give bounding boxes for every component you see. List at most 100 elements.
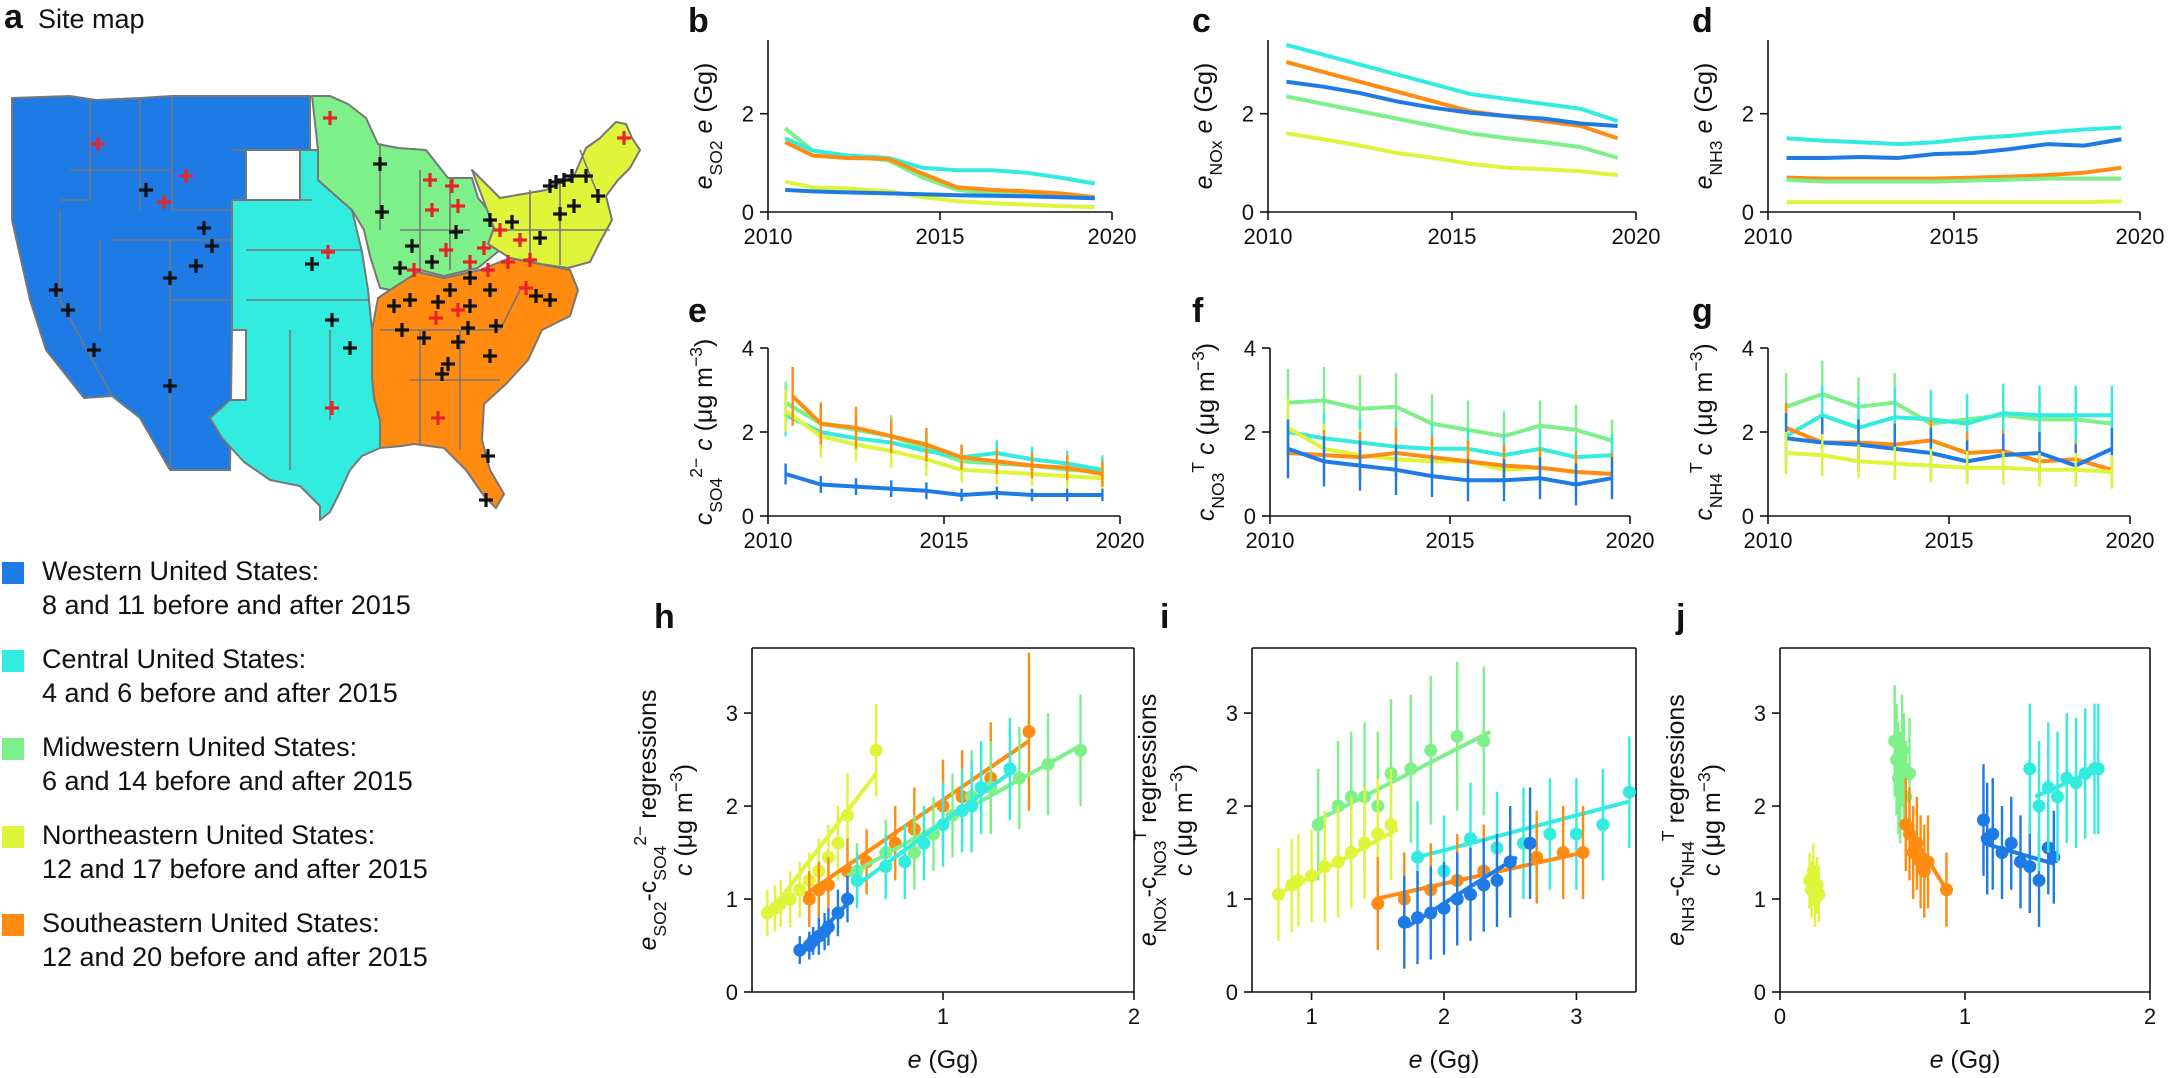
series-line-central [1785, 411, 2112, 438]
x-tick-label: 2010 [1246, 528, 1295, 553]
data-point [1530, 850, 1544, 864]
y-tick-label: 4 [1244, 336, 1256, 361]
x-tick-label: 0 [1774, 1004, 1786, 1029]
series-line-western [1286, 79, 1618, 128]
data-point [917, 836, 931, 850]
site-marker-red [157, 195, 171, 209]
data-point [1977, 813, 1990, 827]
y-axis-label: eNOx e (Gg) [1190, 63, 1226, 190]
map-title: Site map [38, 4, 145, 34]
series-central [2023, 703, 2105, 872]
data-point [821, 878, 835, 892]
data-point [1910, 836, 1924, 850]
site-marker-black [549, 175, 563, 189]
series-line-western [1786, 137, 2122, 160]
data-point [2051, 790, 2064, 804]
site-marker-red [325, 401, 339, 415]
series-line-northeastern [784, 409, 1103, 481]
state-border [59, 210, 113, 397]
y-tick-label: 0 [1742, 504, 1754, 529]
site-marker-red [407, 263, 421, 277]
series-northeastern [784, 390, 1104, 491]
data-point [1903, 767, 1916, 781]
x-tick-label: 2020 [1612, 224, 1661, 249]
site-marker-black [533, 231, 547, 245]
series-western [1286, 419, 1614, 506]
y-tick-label: 3 [1754, 701, 1766, 726]
site-marker-black [479, 493, 493, 507]
x-tick-label: 2 [2144, 1004, 2156, 1029]
site-marker-black [489, 319, 503, 333]
panel-letter-h: h [654, 598, 675, 636]
data-point [1450, 892, 1464, 906]
data-point [793, 883, 807, 897]
data-point [1404, 762, 1418, 776]
site-marker-red [423, 173, 437, 187]
x-tick-label: 2010 [1744, 528, 1793, 553]
site-marker-red [429, 311, 443, 325]
site-marker-black [483, 283, 497, 297]
y-axis-label-line1: eSO2-cSO42− regressions [630, 690, 670, 951]
x-tick-label: 2015 [916, 224, 965, 249]
panel-letter-d: d [1692, 2, 1713, 40]
site-marker-black [463, 299, 477, 313]
data-point [965, 799, 979, 813]
site-marker-black [61, 303, 75, 317]
site-marker-black [139, 183, 153, 197]
data-point [1311, 818, 1325, 832]
site-marker-black [205, 239, 219, 253]
site-marker-black [449, 225, 463, 239]
data-point [974, 780, 988, 794]
data-point [1463, 832, 1477, 846]
site-marker-red [445, 179, 459, 193]
site-marker-black [483, 213, 497, 227]
data-point [2004, 836, 2018, 850]
series-northeastern [760, 703, 883, 937]
site-marker-black [49, 283, 63, 297]
site-marker-red [91, 137, 105, 151]
series-line-southeastern [784, 140, 1096, 200]
data-point [879, 859, 893, 873]
data-point [841, 808, 854, 822]
data-point [1477, 734, 1491, 748]
data-point [1041, 757, 1055, 771]
x-tick-label: 1 [1959, 1004, 1971, 1029]
legend-line1-central: Central United States: [42, 644, 306, 674]
panel-g: 2010 2015 2020 0 2 4 g cNH4T c (μg m−3) [1686, 292, 2154, 553]
series-western [793, 875, 854, 965]
x-tick-label: 2010 [744, 224, 793, 249]
y-tick-label: 2 [1242, 102, 1254, 127]
y-tick-label: 2 [726, 794, 738, 819]
data-point [1450, 729, 1464, 743]
series-central [1411, 736, 1636, 927]
regression-line-midwestern [1317, 729, 1492, 822]
x-tick-label: 2 [1438, 1004, 1450, 1029]
data-point [936, 818, 950, 832]
data-point [1812, 887, 1826, 901]
site-marker-black [163, 271, 177, 285]
data-point [1437, 901, 1451, 915]
panel-letter-f: f [1192, 292, 1204, 330]
site-marker-black [417, 331, 431, 345]
series-line-northeastern [1286, 131, 1618, 178]
series-line-southeastern [1786, 165, 2122, 181]
legend-swatch-midwestern [2, 738, 24, 760]
panel-b: 2010 2015 2020 0 2 b eSO2 e (Gg) [688, 2, 1136, 249]
legend-swatch-southeastern [2, 914, 24, 936]
y-tick-label: 4 [742, 336, 754, 361]
site-marker-red [179, 169, 193, 183]
data-point [1806, 864, 1820, 878]
x-tick-label: 2015 [1426, 528, 1475, 553]
data-point [1477, 878, 1491, 892]
y-tick-label: 2 [742, 102, 754, 127]
data-point [2032, 799, 2046, 813]
data-point [1318, 859, 1332, 873]
y-tick-label: 2 [1754, 794, 1766, 819]
x-axis-label: e (Gg) [1930, 1046, 2001, 1074]
data-point [1543, 827, 1557, 841]
x-tick-label: 2015 [1428, 224, 1477, 249]
data-point [1424, 906, 1438, 920]
site-marker-red [323, 111, 337, 125]
series-northeastern [1271, 768, 1399, 941]
series-line-western [1287, 446, 1613, 487]
